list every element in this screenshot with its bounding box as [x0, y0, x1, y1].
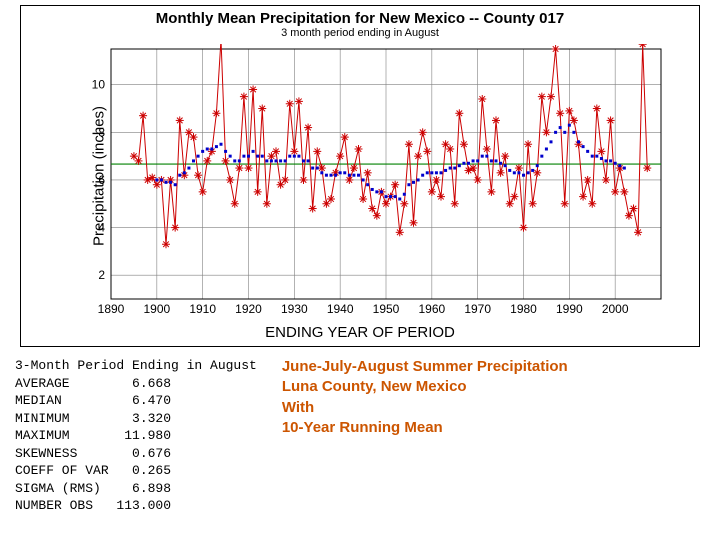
description-line: June-July-August Summer Precipitation — [282, 357, 568, 377]
svg-text:6: 6 — [98, 173, 105, 187]
svg-text:2000: 2000 — [602, 302, 629, 316]
svg-text:8: 8 — [98, 125, 105, 139]
svg-text:1980: 1980 — [510, 302, 537, 316]
x-axis-label: ENDING YEAR OF PERIOD — [21, 324, 699, 341]
bottom-section: 3-Month Period Ending in August AVERAGE … — [15, 357, 700, 515]
svg-text:1990: 1990 — [556, 302, 583, 316]
description-line: With — [282, 398, 568, 418]
stats-block: 3-Month Period Ending in August AVERAGE … — [15, 357, 257, 515]
chart-svg: 1890 1900 1910 1920 1930 1940 1950 1960 1970 1980… — [81, 44, 671, 319]
chart-subtitle: 3 month period ending in August — [21, 27, 699, 39]
svg-text:1970: 1970 — [464, 302, 491, 316]
svg-text:1920: 1920 — [235, 302, 262, 316]
description-block: June-July-August Summer PrecipitationLun… — [282, 357, 568, 515]
svg-text:2: 2 — [98, 268, 105, 282]
plot-area: 1890 1900 1910 1920 1930 1940 1950 1960 1970 1980… — [81, 44, 679, 319]
svg-text:1910: 1910 — [189, 302, 216, 316]
description-line: 10-Year Running Mean — [282, 418, 568, 438]
svg-text:1930: 1930 — [281, 302, 308, 316]
svg-text:1950: 1950 — [373, 302, 400, 316]
chart-panel: Monthly Mean Precipitation for New Mexic… — [20, 5, 700, 347]
svg-text:1960: 1960 — [418, 302, 445, 316]
description-line: Luna County, New Mexico — [282, 377, 568, 397]
chart-title: Monthly Mean Precipitation for New Mexic… — [21, 6, 699, 27]
svg-text:1890: 1890 — [98, 302, 125, 316]
svg-text:4: 4 — [98, 221, 105, 235]
svg-text:1900: 1900 — [143, 302, 170, 316]
svg-text:1940: 1940 — [327, 302, 354, 316]
svg-text:10: 10 — [92, 78, 106, 92]
